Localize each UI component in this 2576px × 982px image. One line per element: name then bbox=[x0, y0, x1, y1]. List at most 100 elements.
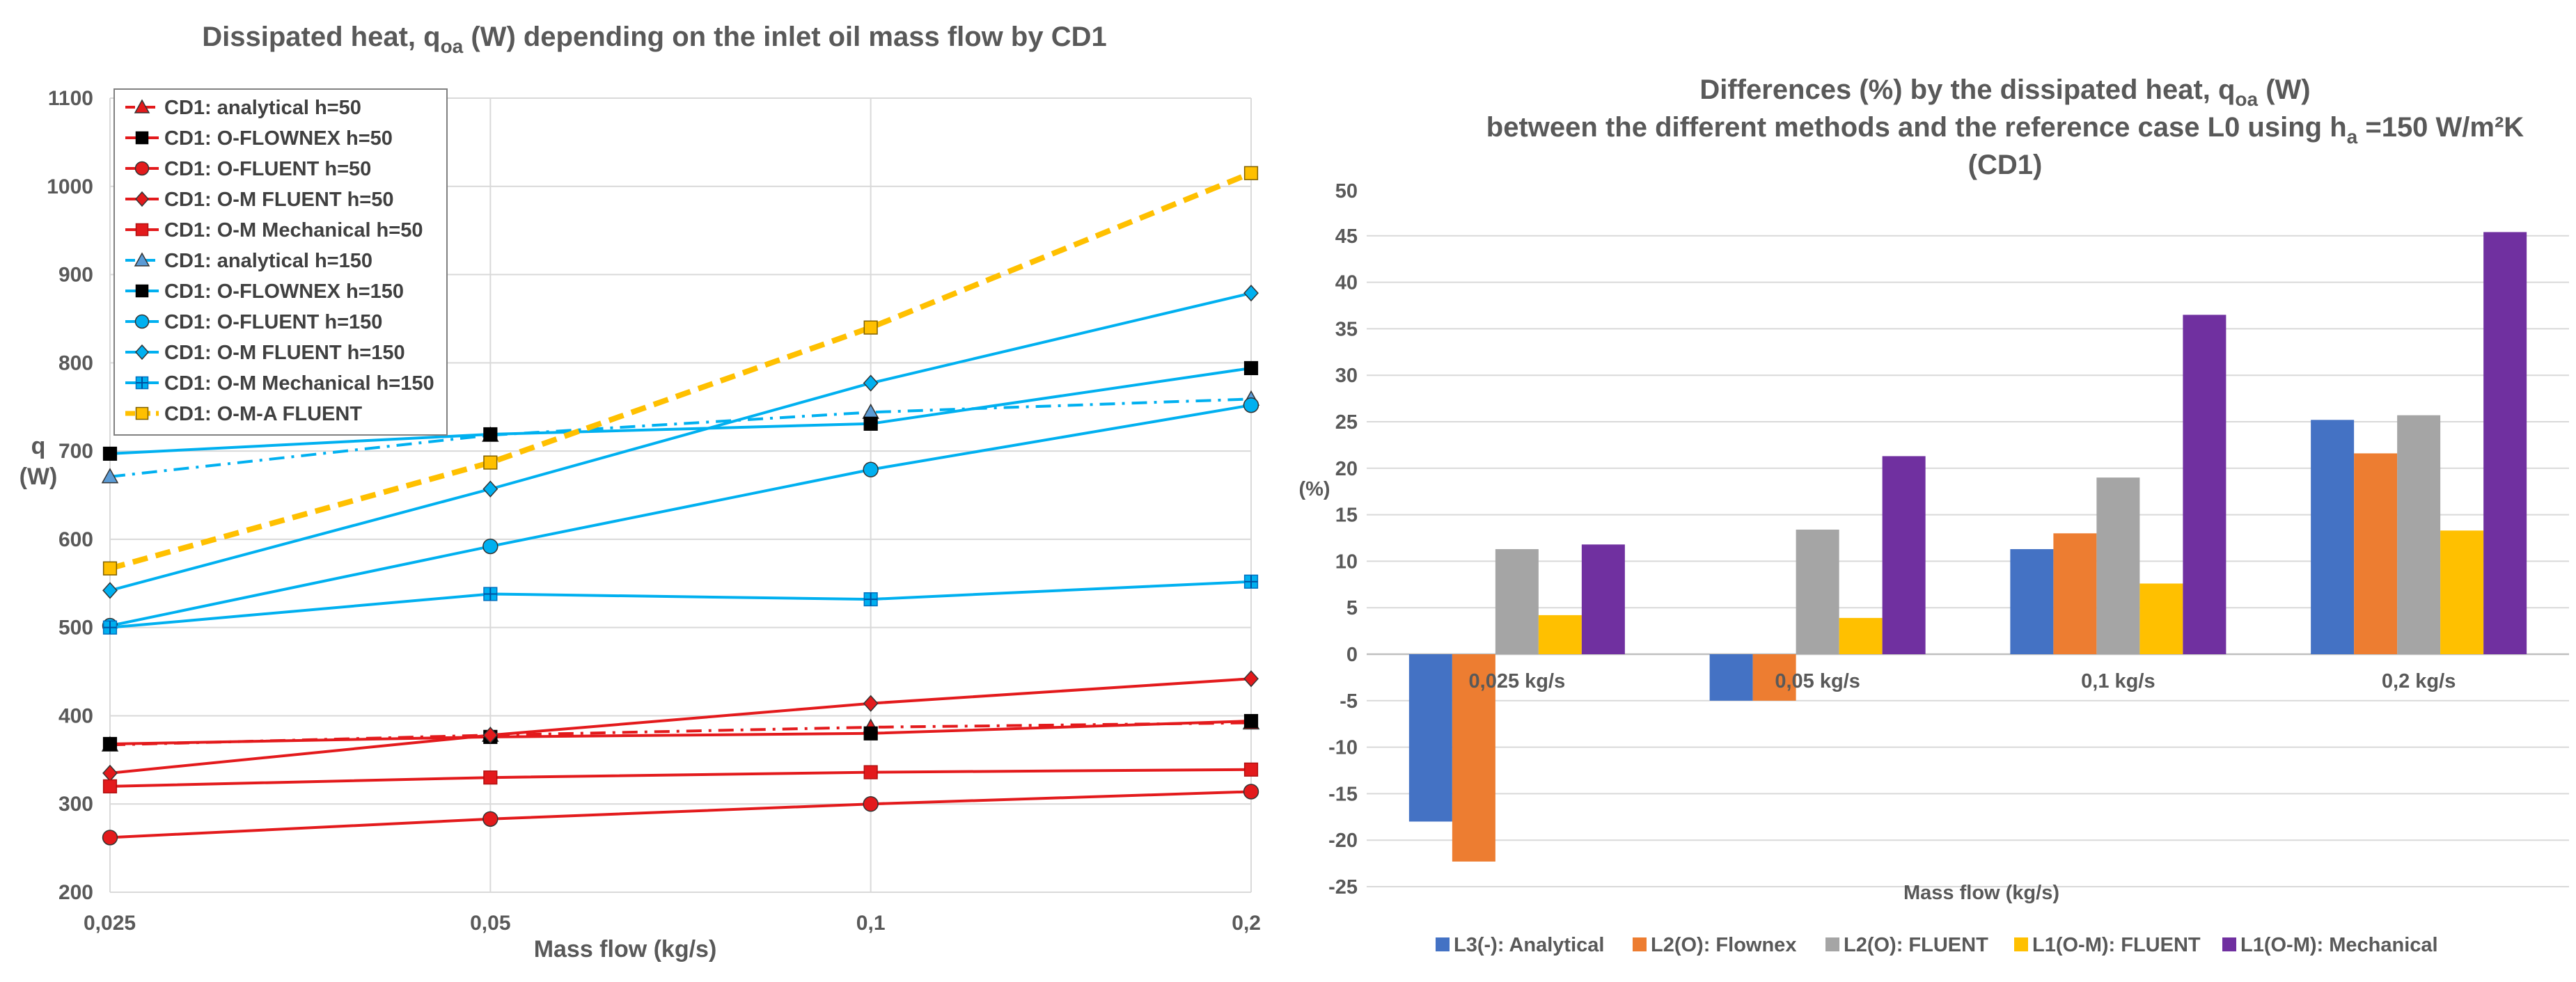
bar-chart-y-tick-label: 20 bbox=[1335, 458, 1358, 480]
line-chart-legend-box bbox=[113, 88, 448, 436]
bar-legend-label: L2(O): FLUENT bbox=[1844, 934, 1988, 956]
line-series-point bbox=[1243, 166, 1259, 180]
bar-legend-label: L2(O): Flownex bbox=[1651, 934, 1796, 956]
bar-4-4 bbox=[2440, 530, 2484, 654]
line-series-point bbox=[102, 446, 118, 461]
bar-chart-bars bbox=[1408, 232, 2527, 862]
bar-chart-title-line3: (CD1) bbox=[1968, 150, 2043, 180]
legend-entry-label: CD1: O-M FLUENT h=150 bbox=[164, 342, 405, 364]
line-chart-y-tick-label: 600 bbox=[58, 528, 93, 551]
legend-marker bbox=[134, 99, 150, 113]
line-series-3 bbox=[102, 784, 1259, 846]
line-series-path bbox=[109, 292, 1252, 592]
bar-3-1 bbox=[1495, 549, 1539, 654]
line-series-point bbox=[1243, 713, 1259, 729]
line-chart-y-axis-label-q: q bbox=[31, 433, 46, 459]
line-series-path bbox=[109, 677, 1252, 775]
line-series-5 bbox=[102, 762, 1259, 793]
bar-chart-x-ticks: 0,025 kg/s 0,05 kg/s 0,1 kg/s 0,2 kg/s bbox=[1469, 670, 2456, 692]
line-chart-legend: CD1: analytical h=50 CD1: O-FLOWNEX h=50 C… bbox=[113, 88, 448, 436]
line-chart-y-tick-label: 1100 bbox=[48, 87, 93, 110]
line-series-point bbox=[1243, 397, 1259, 413]
bar-chart-y-tick-label: -15 bbox=[1328, 783, 1358, 805]
line-chart-y-tick-label: 800 bbox=[58, 351, 93, 374]
line-series-4 bbox=[102, 670, 1259, 782]
bar-chart-y-tick-label: 10 bbox=[1335, 551, 1358, 573]
bar-1-4 bbox=[2311, 420, 2355, 654]
legend-entry-label: CD1: O-FLUENT h=50 bbox=[164, 158, 371, 180]
legend-entry-label: CD1: O-FLOWNEX h=50 bbox=[164, 127, 393, 150]
line-series-point bbox=[1243, 670, 1259, 688]
line-chart-series bbox=[101, 166, 1260, 846]
line-series-point bbox=[1243, 285, 1259, 302]
line-series-path bbox=[109, 171, 1252, 571]
line-series-point bbox=[101, 468, 119, 484]
bar-chart-y-tick-label: -10 bbox=[1328, 737, 1358, 759]
line-series-point bbox=[1243, 784, 1259, 800]
line-series-point bbox=[482, 480, 498, 498]
line-chart-title: Dissipated heat, qoa (W) depending on th… bbox=[202, 22, 1106, 57]
line-chart-x-tick-label: 0,025 bbox=[84, 912, 136, 935]
bar-chart-legend: L3(-): Analytical L2(O): Flownex L2(O): FL… bbox=[1436, 934, 2438, 956]
line-series-path bbox=[109, 721, 1252, 747]
line-chart: Dissipated heat, qoa (W) depending on th… bbox=[19, 22, 1261, 963]
bar-chart-title-line2: between the different methods and the re… bbox=[1486, 112, 2524, 148]
line-series-point bbox=[102, 764, 118, 782]
line-chart-x-axis-label: Mass flow (kg/s) bbox=[534, 936, 717, 963]
legend-marker bbox=[134, 252, 150, 267]
line-series-10 bbox=[102, 574, 1259, 635]
line-series-point bbox=[102, 561, 118, 576]
bar-legend-swatch bbox=[1633, 937, 1647, 951]
bar-2-2 bbox=[1752, 654, 1796, 701]
line-chart-y-tick-label: 1000 bbox=[47, 175, 93, 198]
legend-marker bbox=[134, 344, 150, 361]
line-chart-y-tick-label: 900 bbox=[58, 264, 93, 287]
line-series-point bbox=[1243, 361, 1259, 376]
line-series-point bbox=[863, 765, 878, 779]
line-series-point bbox=[863, 726, 878, 741]
line-series-path bbox=[109, 580, 1252, 629]
bar-chart-y-tick-label: -20 bbox=[1328, 830, 1358, 852]
bar-chart-y-tick-label: -5 bbox=[1340, 690, 1358, 713]
bar-5-4 bbox=[2483, 232, 2527, 654]
line-series-point bbox=[102, 779, 118, 793]
line-chart-y-tick-label: 700 bbox=[58, 440, 93, 463]
line-chart-x-ticks: 0,025 0,05 0,1 0,2 bbox=[84, 912, 1261, 935]
bar-chart-y-tick-label: 40 bbox=[1335, 272, 1358, 294]
bar-chart-title-line1: Differences (%) by the dissipated heat, … bbox=[1699, 74, 2310, 110]
legend-entry-label: CD1: O-M Mechanical h=150 bbox=[164, 372, 434, 395]
bar-2-3 bbox=[2053, 533, 2097, 654]
legend-entry-label: CD1: O-FLUENT h=150 bbox=[164, 311, 382, 333]
bar-1-3 bbox=[2010, 549, 2054, 654]
bar-legend-label: L3(-): Analytical bbox=[1454, 934, 1604, 956]
legend-entry-label: CD1: O-FLOWNEX h=150 bbox=[164, 280, 404, 303]
bar-legend-swatch bbox=[2222, 937, 2236, 951]
line-chart-y-ticks: 200 300 400 500 600 700 800 900 1000 1100 bbox=[47, 87, 93, 904]
bar-5-1 bbox=[1581, 544, 1625, 654]
legend-marker bbox=[134, 161, 150, 176]
line-series-point bbox=[482, 538, 498, 555]
line-chart-y-tick-label: 500 bbox=[58, 617, 93, 640]
bar-chart: Differences (%) by the dissipated heat, … bbox=[1298, 74, 2569, 956]
bar-chart-x-tick-label: 0,05 kg/s bbox=[1775, 670, 1860, 692]
legend-entry-label: CD1: O-M FLUENT h=50 bbox=[164, 189, 394, 211]
line-chart-y-tick-label: 200 bbox=[58, 881, 93, 904]
legend-marker bbox=[135, 406, 149, 420]
bar-chart-y-axis-label: (%) bbox=[1298, 478, 1330, 500]
line-series-point bbox=[863, 416, 878, 431]
line-series-point bbox=[482, 811, 498, 827]
bar-2-4 bbox=[2354, 453, 2398, 654]
bar-3-3 bbox=[2096, 477, 2140, 654]
legend-marker bbox=[135, 131, 149, 145]
bar-chart-y-tick-label: 15 bbox=[1335, 505, 1358, 527]
bar-chart-y-tick-label: 35 bbox=[1335, 318, 1358, 340]
bar-5-3 bbox=[2183, 315, 2226, 654]
line-series-point bbox=[863, 320, 878, 335]
line-series-point bbox=[482, 727, 498, 744]
bar-1-1 bbox=[1408, 654, 1452, 822]
line-series-point bbox=[102, 582, 118, 599]
line-chart-gridlines bbox=[109, 97, 1252, 893]
line-series-7 bbox=[102, 361, 1259, 461]
bar-chart-y-tick-label: 45 bbox=[1335, 225, 1358, 248]
